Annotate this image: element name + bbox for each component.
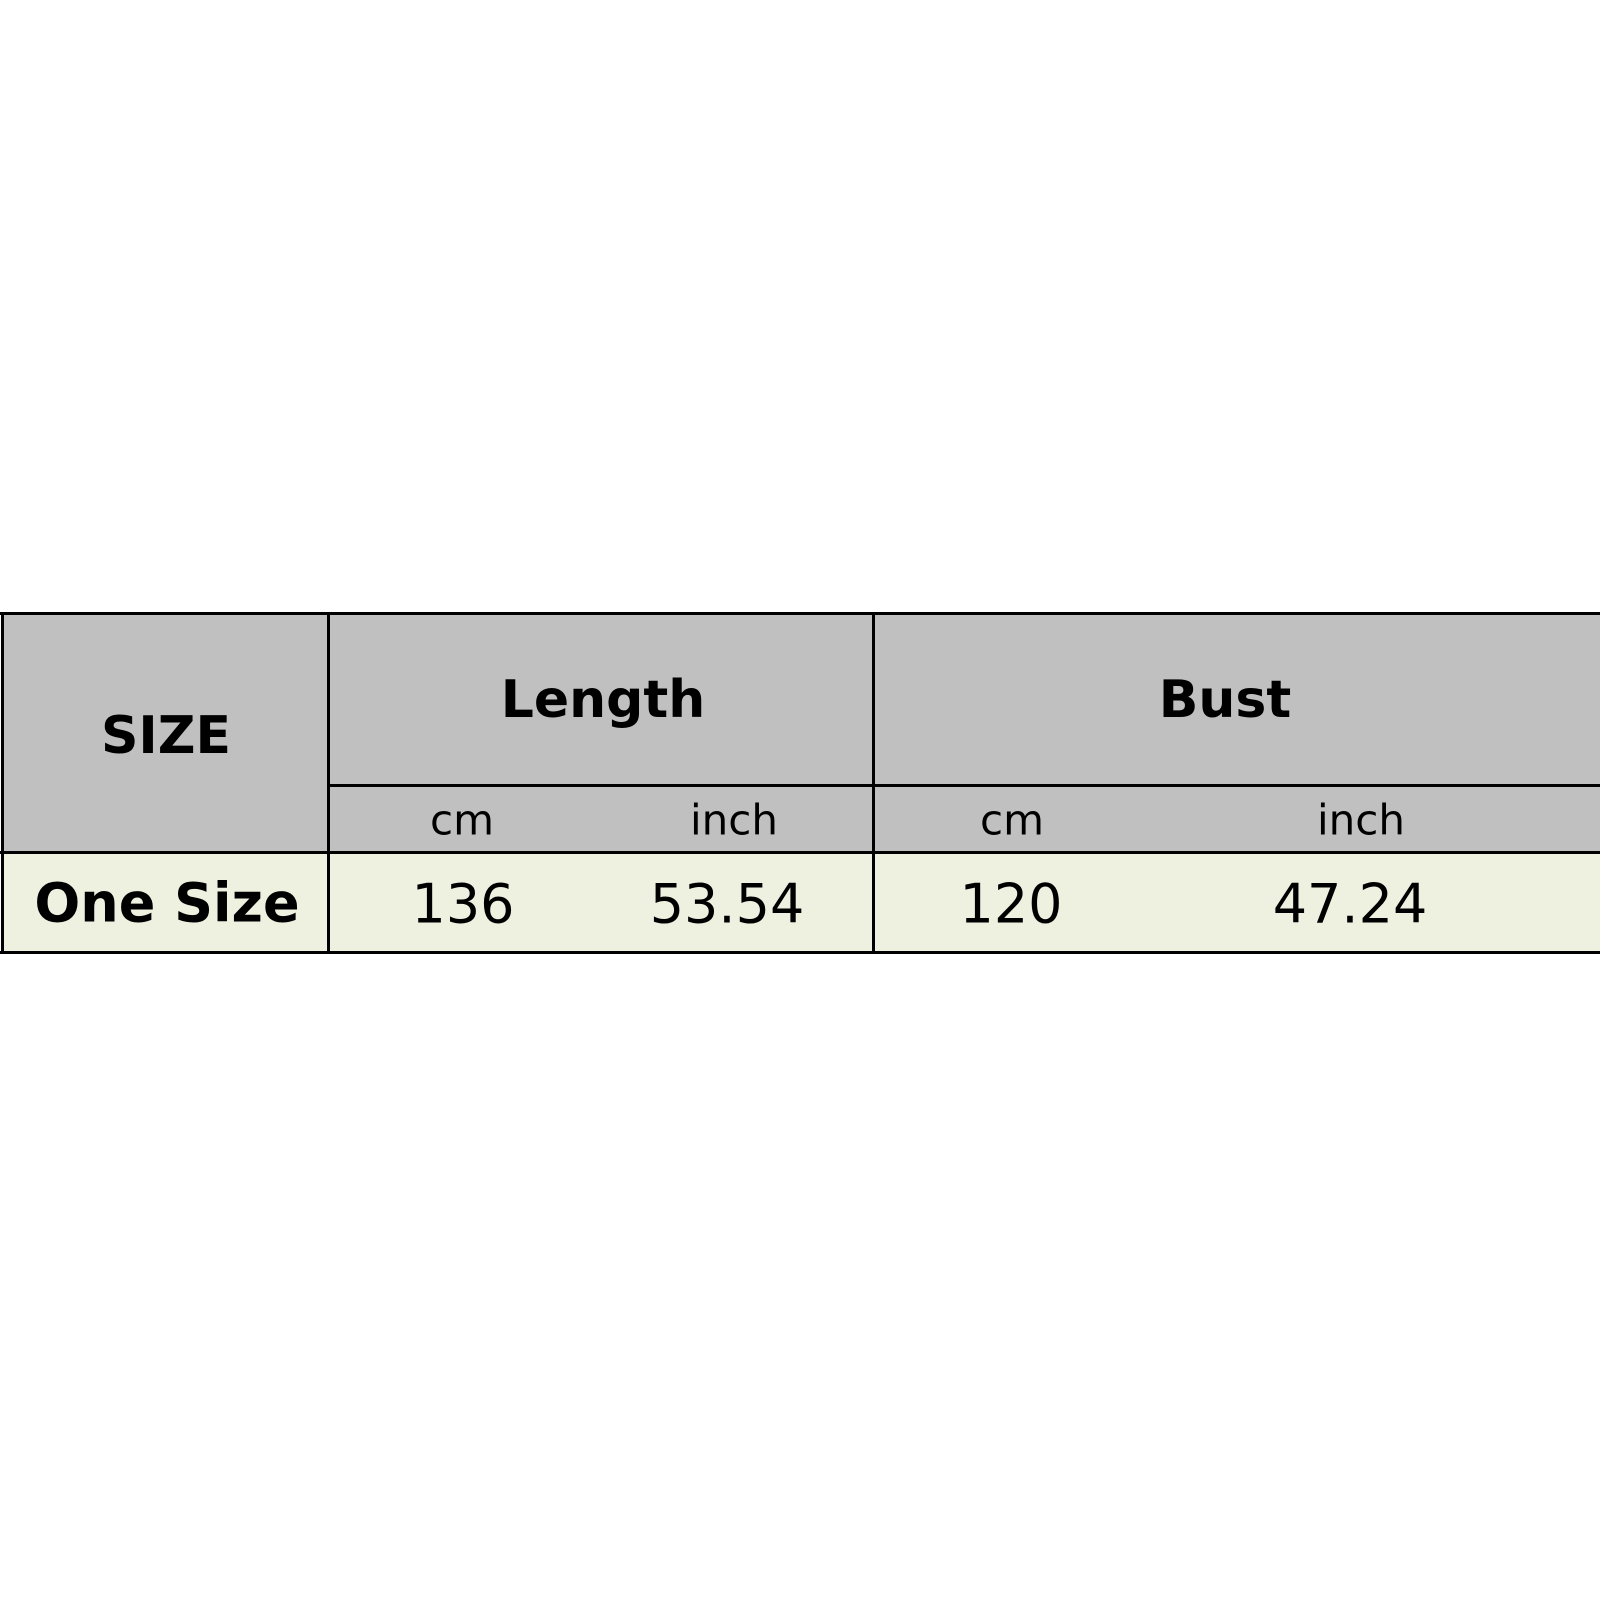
- unit-bust-inch: inch: [1317, 795, 1405, 845]
- unit-length-inch: inch: [690, 795, 778, 845]
- divider-col-2: [872, 612, 875, 954]
- border-left: [1, 612, 4, 954]
- border-bottom: [0, 951, 1600, 954]
- size-header: SIZE: [100, 706, 232, 766]
- value-length-cm: 136: [411, 872, 515, 936]
- unit-length-cm: cm: [429, 795, 495, 845]
- value-bust-cm: 120: [959, 872, 1063, 936]
- value-bust-inch: 47.24: [1272, 872, 1428, 936]
- row-size-label: One Size: [34, 871, 300, 935]
- value-length-inch: 53.54: [649, 872, 805, 936]
- divider-group-units: [329, 784, 1600, 787]
- unit-bust-cm: cm: [979, 795, 1045, 845]
- header-background: [2, 613, 1600, 853]
- divider-header-data: [0, 851, 1600, 854]
- group-header-length: Length: [500, 670, 706, 730]
- border-top: [0, 612, 1600, 615]
- data-row-background: [2, 853, 1600, 953]
- group-header-bust: Bust: [1158, 670, 1292, 730]
- divider-col-1: [327, 612, 330, 954]
